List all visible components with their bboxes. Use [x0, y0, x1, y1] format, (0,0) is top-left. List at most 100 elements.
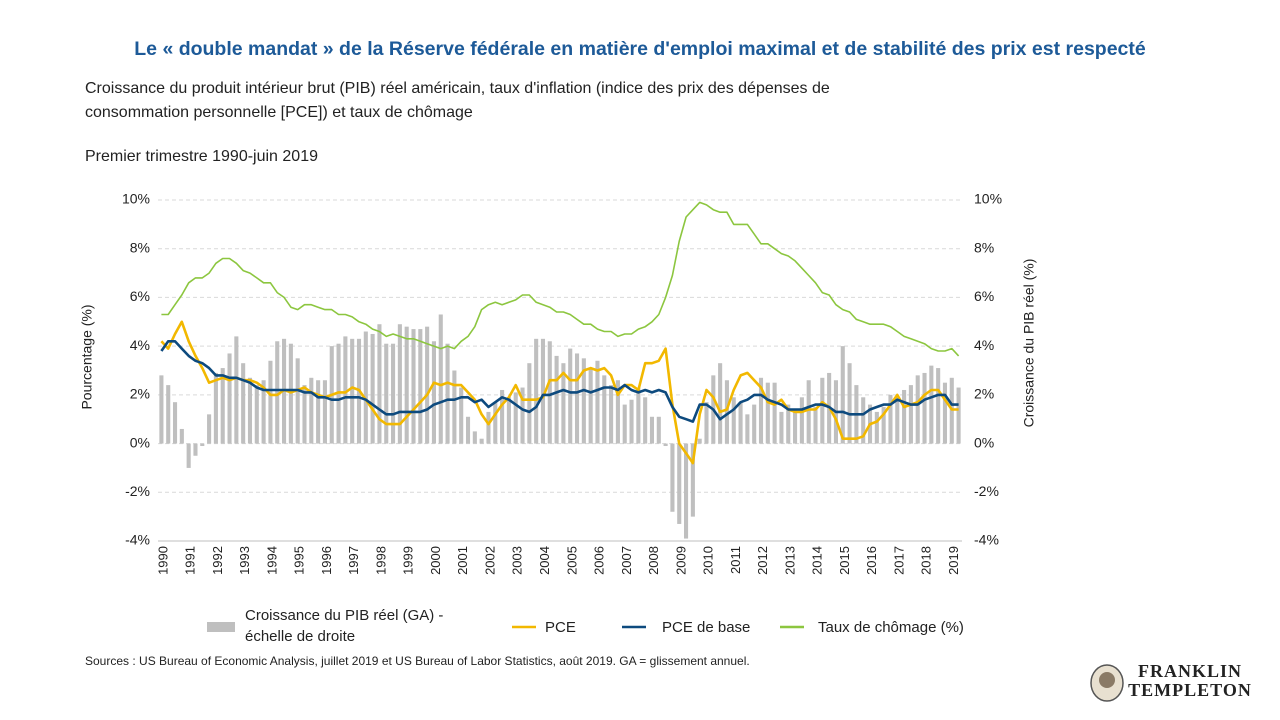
bar [438, 314, 443, 444]
x-tick-label: 2010 [701, 546, 716, 575]
bar [547, 341, 552, 444]
line [160, 340, 959, 423]
bar [936, 368, 941, 444]
bar [213, 372, 218, 444]
bar [745, 414, 750, 444]
bar [793, 409, 798, 444]
bar [295, 358, 300, 444]
legend-label: Croissance du PIB réel (GA) - échelle de… [245, 607, 444, 645]
bar [581, 358, 586, 444]
x-tick-label: 1995 [292, 546, 307, 575]
y2-tick-label: 0% [974, 434, 994, 450]
bar [445, 343, 450, 444]
bar [220, 368, 225, 444]
bar [534, 338, 539, 444]
bar [166, 385, 171, 444]
bar [588, 368, 593, 444]
x-tick-label: 2013 [782, 546, 797, 575]
logo-icon [1099, 672, 1115, 688]
bar [370, 333, 375, 444]
bar [629, 399, 634, 444]
bar [363, 331, 368, 444]
y2-axis-title: Croissance du PIB réel (%) [1021, 259, 1037, 428]
bar [731, 397, 736, 444]
bar [241, 363, 246, 444]
bar [643, 397, 648, 444]
bar [568, 348, 573, 444]
bar [479, 438, 484, 444]
y2-tick-label: -2% [974, 483, 999, 499]
x-tick-label: 1993 [237, 546, 252, 575]
y-tick-label: -2% [125, 483, 150, 499]
bar [193, 443, 198, 456]
bar [888, 394, 893, 444]
bar [765, 382, 770, 444]
bar [847, 363, 852, 444]
y2-tick-label: 2% [974, 386, 994, 402]
bar [411, 329, 416, 444]
bar [602, 375, 607, 444]
bar [179, 428, 184, 444]
bar [636, 387, 641, 444]
bar [452, 370, 457, 444]
bar [520, 387, 525, 444]
bar [159, 375, 164, 444]
x-tick-label: 2006 [592, 546, 607, 575]
y-tick-label: 10% [122, 191, 150, 207]
bar [302, 385, 307, 444]
x-tick-label: 2002 [482, 546, 497, 575]
subtitle: Premier trimestre 1990-juin 2019 [85, 148, 318, 165]
x-tick-label: 2011 [728, 546, 743, 574]
x-tick-label: 2004 [537, 546, 552, 575]
bar [418, 329, 423, 444]
bar [554, 355, 559, 444]
x-tick-label: 2001 [455, 546, 470, 575]
bar [506, 397, 511, 444]
bar [561, 363, 566, 444]
bar [895, 397, 900, 444]
y2-tick-label: 10% [974, 191, 1002, 207]
bar [929, 365, 934, 444]
x-tick-label: 1998 [373, 546, 388, 575]
legend-swatch [207, 622, 235, 632]
bar [459, 387, 464, 444]
bar [724, 380, 729, 444]
x-tick-label: 2019 [946, 546, 961, 575]
legend-label: PCE de base [662, 619, 751, 636]
x-tick-label: 1997 [346, 546, 361, 575]
bar [431, 341, 436, 444]
bar [670, 443, 675, 512]
x-tick-label: 2007 [619, 546, 634, 575]
bar [425, 326, 430, 444]
bar [820, 377, 825, 444]
y2-tick-label: 6% [974, 288, 994, 304]
x-tick-label: 1996 [319, 546, 334, 575]
logo-text: TEMPLETON [1128, 680, 1252, 700]
bar [254, 385, 259, 444]
bar [404, 326, 409, 444]
x-tick-label: 2016 [864, 546, 879, 575]
bar [752, 404, 757, 444]
y-tick-label: 6% [130, 288, 150, 304]
bar [322, 380, 327, 444]
x-tick-label: 1990 [155, 546, 170, 575]
x-tick-label: 1999 [401, 546, 416, 575]
x-tick-label: 2012 [755, 546, 770, 575]
bar [343, 336, 348, 444]
y-tick-label: 4% [130, 337, 150, 353]
bar [527, 363, 532, 444]
legend-label: Taux de chômage (%) [818, 619, 964, 636]
logo: FRANKLIN TEMPLETON [1090, 661, 1252, 702]
y-tick-label: 8% [130, 239, 150, 255]
bar [261, 380, 266, 444]
bar [758, 377, 764, 444]
bar [574, 353, 580, 444]
bar [172, 402, 178, 444]
bar [806, 380, 811, 444]
bar [813, 407, 818, 444]
x-tick-label: 2008 [646, 546, 661, 575]
bar [704, 402, 709, 444]
x-tick-label: 2015 [837, 546, 852, 575]
